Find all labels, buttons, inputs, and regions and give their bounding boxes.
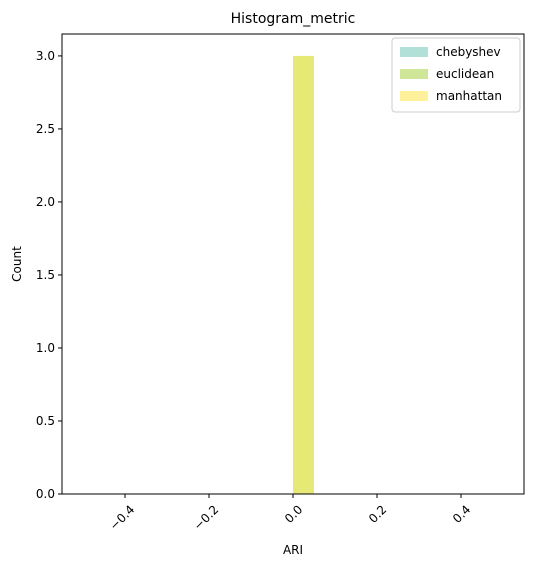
y-tick-label: 0.0	[36, 487, 55, 501]
bar-chebyshev-0	[293, 347, 314, 494]
bar-manhattan-0	[293, 55, 314, 202]
legend-label-euclidean: euclidean	[436, 67, 494, 81]
legend-label-manhattan: manhattan	[436, 89, 502, 103]
legend-label-chebyshev: chebyshev	[436, 45, 501, 59]
y-tick-label: 1.0	[36, 341, 55, 355]
y-tick-label: 2.0	[36, 195, 55, 209]
y-tick-label: 0.5	[36, 414, 55, 428]
legend-swatch-euclidean	[400, 69, 428, 79]
y-tick-label: 1.5	[36, 268, 55, 282]
legend: chebyshev euclidean manhattan	[391, 37, 521, 113]
y-tick-label: 3.0	[36, 49, 55, 63]
x-axis-label: ARI	[283, 543, 303, 557]
bars-group	[293, 55, 314, 494]
legend-swatch-chebyshev	[400, 47, 428, 57]
y-axis-label: Count	[10, 246, 24, 282]
chart-title: Histogram_metric	[231, 11, 356, 27]
y-tick-label: 2.5	[36, 122, 55, 136]
bar-euclidean-0	[293, 201, 314, 348]
y-axis: 0.0 0.5 1.0 1.5 2.0 2.5 3.0	[36, 49, 62, 501]
legend-swatch-manhattan	[400, 91, 428, 101]
